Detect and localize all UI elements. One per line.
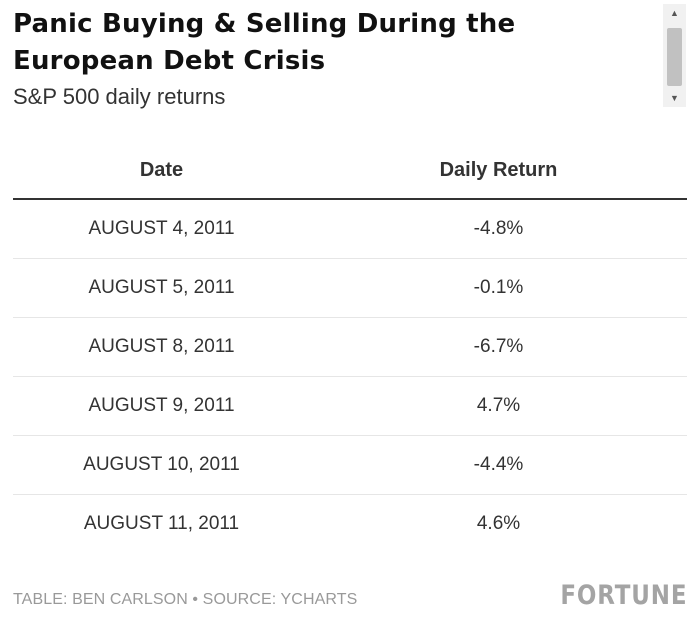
column-header-daily-return: Daily Return — [310, 142, 687, 200]
table-header-row: Date Daily Return — [13, 142, 687, 200]
return-cell: 4.7% — [310, 376, 687, 436]
table-row: AUGUST 4, 2011 -4.8% — [13, 199, 687, 259]
returns-table: Date Daily Return AUGUST 4, 2011 -4.8% A… — [13, 142, 687, 553]
date-cell: AUGUST 5, 2011 — [13, 258, 310, 318]
scroll-thumb[interactable] — [667, 28, 682, 86]
date-cell: AUGUST 4, 2011 — [13, 199, 310, 259]
date-cell: AUGUST 8, 2011 — [13, 317, 310, 377]
date-cell: AUGUST 10, 2011 — [13, 435, 310, 495]
return-cell: 4.6% — [476, 513, 521, 534]
fortune-logo: FORTUNE — [560, 580, 687, 611]
chart-subtitle: S&P 500 daily returns — [13, 84, 226, 109]
return-cell: -0.1% — [310, 258, 687, 318]
table-row: AUGUST 9, 2011 4.7% — [13, 376, 687, 436]
date-cell: AUGUST 9, 2011 — [13, 376, 310, 436]
table-row: AUGUST 11, 2011 4.6% — [13, 495, 687, 554]
title-scrollbar[interactable]: ▲ ▼ — [663, 4, 686, 107]
table-row: AUGUST 8, 2011 -6.7% — [13, 317, 687, 377]
table-row: AUGUST 10, 2011 -4.4% — [13, 435, 687, 495]
return-cell: -6.7% — [310, 317, 687, 377]
return-cell: -4.8% — [310, 199, 687, 259]
return-cell: -4.4% — [310, 435, 687, 495]
date-cell: AUGUST 11, 2011 — [83, 513, 240, 534]
scroll-up-icon[interactable]: ▲ — [670, 8, 679, 18]
chart-title: Panic Buying & Selling During the Europe… — [13, 9, 516, 76]
source-credit: TABLE: BEN CARLSON • SOURCE: YCHARTS — [13, 591, 358, 608]
table-row: AUGUST 5, 2011 -0.1% — [13, 258, 687, 318]
column-header-date: Date — [13, 142, 310, 200]
scroll-down-icon[interactable]: ▼ — [670, 93, 679, 103]
